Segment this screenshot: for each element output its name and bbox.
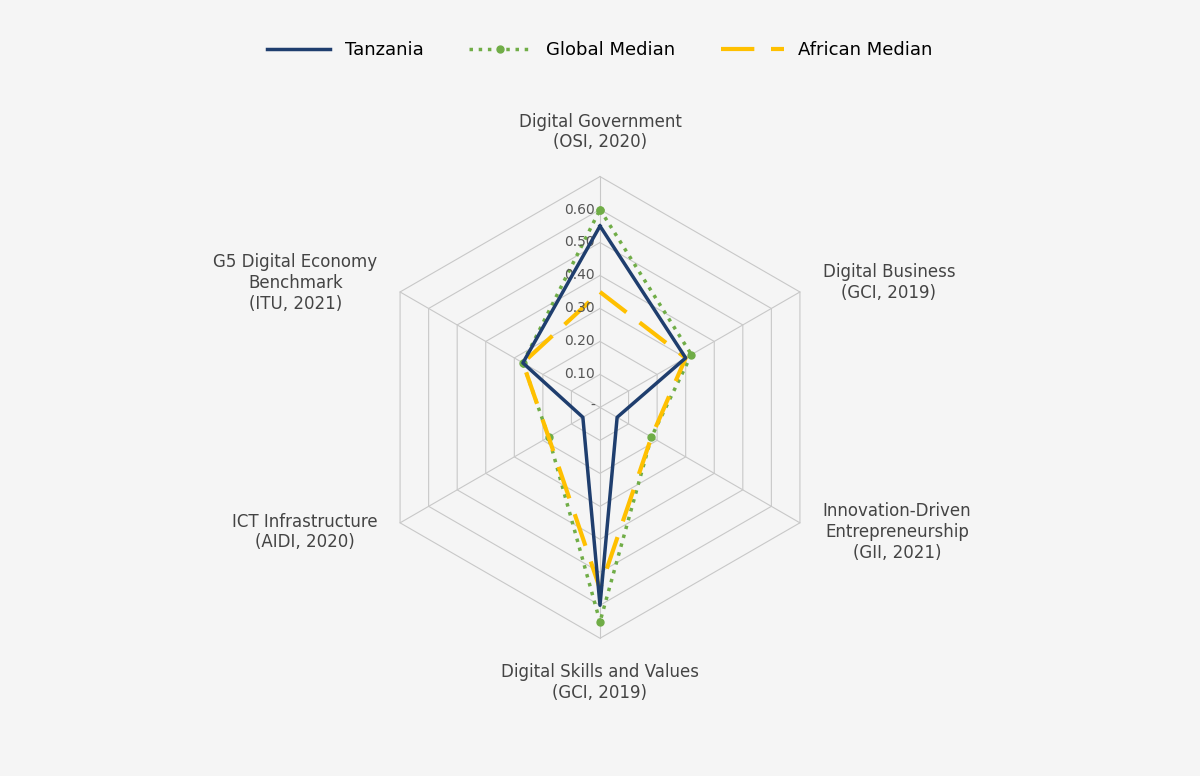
Text: Digital Business
(GCI, 2019): Digital Business (GCI, 2019) [822,263,955,302]
Text: 0.60: 0.60 [564,203,595,217]
Legend: Tanzania, Global Median, African Median: Tanzania, Global Median, African Median [260,34,940,66]
Text: 0.50: 0.50 [564,235,595,250]
Text: 0.40: 0.40 [564,268,595,282]
Text: ICT Infrastructure
(AIDI, 2020): ICT Infrastructure (AIDI, 2020) [232,513,378,552]
Text: 0.10: 0.10 [564,367,595,382]
Text: 0.20: 0.20 [564,334,595,348]
Text: G5 Digital Economy
Benchmark
(ITU, 2021): G5 Digital Economy Benchmark (ITU, 2021) [214,253,378,313]
Text: Innovation-Driven
Entrepreneurship
(GII, 2021): Innovation-Driven Entrepreneurship (GII,… [822,502,971,562]
Text: -: - [590,399,595,413]
Text: 0.30: 0.30 [564,301,595,316]
Text: Digital Government
(OSI, 2020): Digital Government (OSI, 2020) [518,113,682,151]
Text: Digital Skills and Values
(GCI, 2019): Digital Skills and Values (GCI, 2019) [502,663,698,702]
